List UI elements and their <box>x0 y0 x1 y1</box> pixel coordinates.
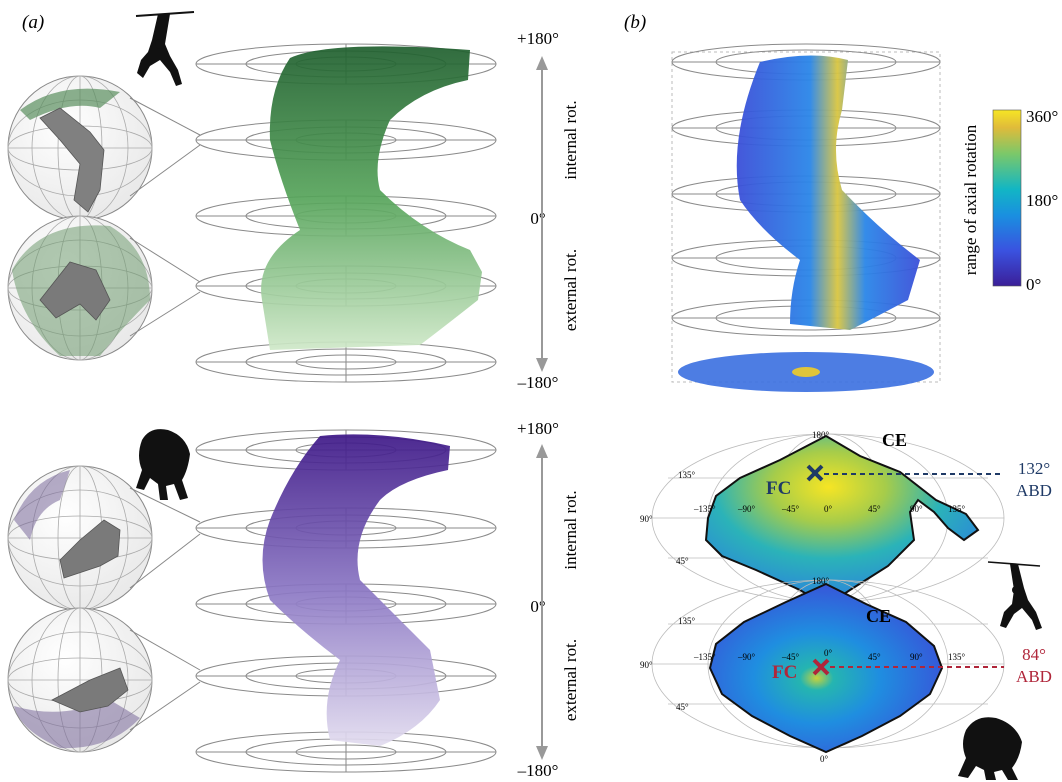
connector-lines <box>129 487 201 731</box>
axis-mid-label: 0° <box>530 209 545 228</box>
shoulder-sphere-icon <box>7 75 153 221</box>
lat-label-90: 90° <box>640 660 653 670</box>
lon-label: –135° <box>693 652 716 662</box>
fc-label: FC <box>766 478 791 499</box>
abd-unit-top: ABD <box>1016 481 1052 500</box>
axis-top-label: +180° <box>517 29 559 48</box>
chimpanzee-icon <box>136 429 190 500</box>
abd-value-top: 132° <box>1018 459 1050 478</box>
lon-label: 0° <box>824 504 833 514</box>
base-projection-peak <box>792 367 820 377</box>
axis-bottom-label: –180° <box>517 761 559 780</box>
abd-value-bottom: 84° <box>1022 645 1046 664</box>
projection-map-top: 180° 135° 90° 45° 0° –135° –90° –45° 0° … <box>640 430 1052 630</box>
lon-label: 90° <box>910 652 923 662</box>
gibbon-icon <box>987 561 1042 630</box>
lon-label: 45° <box>868 652 881 662</box>
lon-label: –135° <box>693 504 716 514</box>
abd-unit-bottom: ABD <box>1016 667 1052 686</box>
connector-lines <box>129 97 201 337</box>
chimpanzee-icon <box>958 717 1022 780</box>
lon-label: –45° <box>781 652 800 662</box>
lon-label: 45° <box>868 504 881 514</box>
range-of-motion-stack-top <box>195 43 497 383</box>
rom-volume-green <box>261 46 482 350</box>
fc-cross-marker <box>806 464 824 482</box>
panel-a-label: (a) <box>22 12 44 33</box>
shoulder-sphere-icon <box>7 465 153 611</box>
reach-region-bottom <box>708 582 944 754</box>
fc-cross-marker <box>812 658 830 676</box>
rotation-axis-bottom: +180° 0° –180° internal rot. external ro… <box>517 419 580 780</box>
lon-label: 135° <box>948 504 966 514</box>
ce-label: CE <box>866 606 891 626</box>
ce-label: CE <box>882 430 907 450</box>
lon-label: –90° <box>737 504 756 514</box>
lon-label: 135° <box>948 652 966 662</box>
lat-label-45: 45° <box>676 556 689 566</box>
lat-label-90: 90° <box>640 514 653 524</box>
lat-label-180: 180° <box>812 576 830 586</box>
lat-label-180: 180° <box>812 430 830 440</box>
external-rot-label: external rot. <box>561 639 580 721</box>
shoulder-sphere-icon <box>7 607 153 753</box>
panel-b-label: (b) <box>624 12 646 33</box>
colorbar: 360° 180° 0° range of axial rotation <box>961 107 1058 294</box>
axis-mid-label: 0° <box>530 597 545 616</box>
colorbar-min: 0° <box>1026 275 1041 294</box>
lon-label: –90° <box>737 652 756 662</box>
lat-label-135: 135° <box>678 470 696 480</box>
axial-rotation-stack <box>671 43 941 392</box>
rotation-axis-top: +180° 0° –180° internal rot. external ro… <box>517 29 580 392</box>
fc-label: FC <box>772 662 797 683</box>
axis-bottom-label: –180° <box>517 373 559 392</box>
lon-label: 0° <box>824 648 833 658</box>
internal-rot-label: internal rot. <box>561 490 580 569</box>
lat-label-45: 45° <box>676 702 689 712</box>
external-rot-label: external rot. <box>561 249 580 331</box>
axial-rotation-volume <box>736 55 920 331</box>
range-of-motion-stack-bottom <box>195 429 497 773</box>
shoulder-sphere-icon <box>7 215 153 361</box>
lat-label-0: 0° <box>820 754 829 764</box>
rotation-plane <box>195 341 497 383</box>
colorbar-max: 360° <box>1026 107 1058 126</box>
lon-label: –45° <box>781 504 800 514</box>
internal-rot-label: internal rot. <box>561 100 580 179</box>
gibbon-icon <box>135 11 195 86</box>
axis-top-label: +180° <box>517 419 559 438</box>
lat-label-135: 135° <box>678 616 696 626</box>
lon-label: 90° <box>910 504 923 514</box>
colorbar-title: range of axial rotation <box>961 124 980 275</box>
colorbar-mid: 180° <box>1026 191 1058 210</box>
reach-region-top <box>704 434 980 608</box>
projection-map-bottom: 180° 135° 90° 45° 0° –135° –90° –45° 0° … <box>640 576 1052 780</box>
rom-volume-purple <box>262 434 450 746</box>
